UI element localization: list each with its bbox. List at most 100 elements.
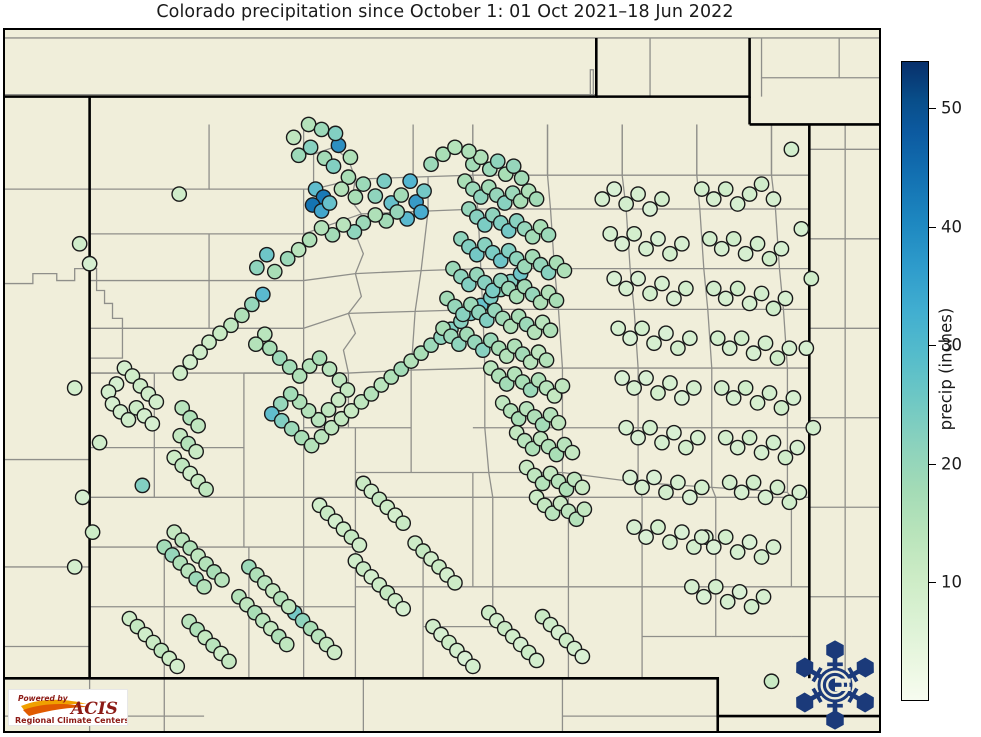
- precip-point: [638, 370, 654, 386]
- snowflake-ring-outer: [820, 670, 850, 700]
- precip-point: [290, 241, 307, 258]
- precip-point: [91, 434, 108, 451]
- precip-point: [753, 176, 770, 192]
- precip-point: [773, 240, 790, 257]
- precip-point: [321, 361, 338, 377]
- precip-point: [781, 494, 798, 511]
- precip-point: [489, 153, 506, 170]
- precip-point: [682, 489, 698, 506]
- state-borders: [5, 37, 879, 731]
- precip-point: [325, 158, 342, 175]
- precip-point: [693, 529, 710, 545]
- precip-point: [290, 147, 307, 164]
- precip-point: [634, 320, 650, 337]
- precip-point: [646, 469, 662, 486]
- colorbar-tick-mark-30: [929, 345, 936, 347]
- precip-point: [741, 186, 758, 202]
- precip-point: [244, 296, 260, 313]
- precip-point: [719, 593, 736, 610]
- precip-point: [705, 280, 722, 297]
- precip-point: [682, 330, 698, 347]
- precip-point: [281, 359, 298, 375]
- precip-point: [765, 434, 782, 451]
- colorado-precipitation-map: [5, 37, 879, 731]
- precip-point: [342, 149, 359, 166]
- precip-point: [310, 411, 327, 428]
- precip-point: [606, 181, 623, 197]
- precip-point: [630, 186, 646, 202]
- precip-point: [674, 390, 690, 406]
- snowflake-graphic: [796, 640, 874, 730]
- precip-point: [709, 330, 726, 347]
- precip-point: [622, 469, 639, 486]
- precip-point: [66, 380, 83, 396]
- precip-point: [190, 417, 206, 434]
- precip-point: [793, 221, 810, 237]
- precip-point: [650, 385, 666, 401]
- acis-swoosh-2: [23, 703, 89, 716]
- colorbar-tick-mark-20: [929, 463, 936, 465]
- precip-point: [674, 235, 690, 252]
- precip-point: [528, 191, 545, 207]
- precip-point: [765, 191, 782, 207]
- precip-point: [630, 270, 646, 287]
- precip-point: [654, 434, 670, 451]
- precip-point: [614, 235, 631, 252]
- precip-point: [618, 419, 635, 436]
- precip-point: [554, 378, 571, 394]
- acis-swoosh: [21, 699, 87, 714]
- precip-point: [765, 300, 782, 317]
- precip-point: [618, 280, 635, 297]
- precip-point: [402, 173, 419, 189]
- precip-point: [658, 484, 674, 501]
- precip-point: [701, 230, 718, 247]
- precip-point: [741, 429, 758, 446]
- precip-point: [505, 158, 522, 175]
- precip-point: [134, 477, 151, 494]
- precip-point: [761, 250, 778, 267]
- precip-point: [324, 226, 341, 243]
- precip-point: [721, 474, 738, 491]
- precip-point: [395, 515, 412, 532]
- precip-point: [351, 537, 368, 553]
- precip-point: [705, 191, 722, 207]
- acis-logo[interactable]: Powered by ACIS Regional Climate Centers: [8, 689, 128, 726]
- colorbar-axis-label: precip (inches): [936, 307, 956, 430]
- precip-point: [333, 181, 350, 197]
- precip-point: [610, 320, 627, 337]
- colorbar: [901, 61, 929, 701]
- precip-point: [311, 350, 328, 366]
- precip-point: [196, 578, 212, 595]
- precip-point: [634, 479, 650, 496]
- precip-point: [666, 424, 682, 441]
- precip-point: [548, 292, 565, 309]
- precip-point: [606, 270, 623, 287]
- precip-point: [513, 170, 530, 187]
- precip-point: [725, 390, 742, 406]
- precip-point: [783, 141, 800, 158]
- precip-point: [355, 176, 372, 192]
- precip-station-markers: [66, 116, 822, 690]
- colorbar-tick-mark-40: [929, 226, 936, 228]
- page-title: Colorado precipitation since October 1: …: [156, 2, 734, 22]
- precip-point: [798, 340, 815, 357]
- precip-point: [755, 588, 772, 605]
- precip-point: [765, 539, 782, 555]
- precip-point: [313, 121, 330, 138]
- precip-point: [302, 139, 319, 156]
- precip-point: [791, 484, 808, 501]
- precip-point: [713, 380, 730, 396]
- precip-point: [717, 429, 734, 446]
- snowflake-ring-inner: [825, 675, 845, 695]
- precip-point: [278, 636, 295, 653]
- precip-point: [654, 191, 670, 207]
- precip-point: [254, 286, 271, 303]
- precip-point: [214, 572, 230, 588]
- precip-point: [343, 402, 360, 419]
- precip-point: [340, 169, 357, 186]
- precip-point: [753, 285, 770, 302]
- precip-point: [188, 443, 204, 460]
- precip-point: [71, 235, 88, 252]
- precip-point: [538, 352, 555, 368]
- precip-point: [658, 325, 674, 342]
